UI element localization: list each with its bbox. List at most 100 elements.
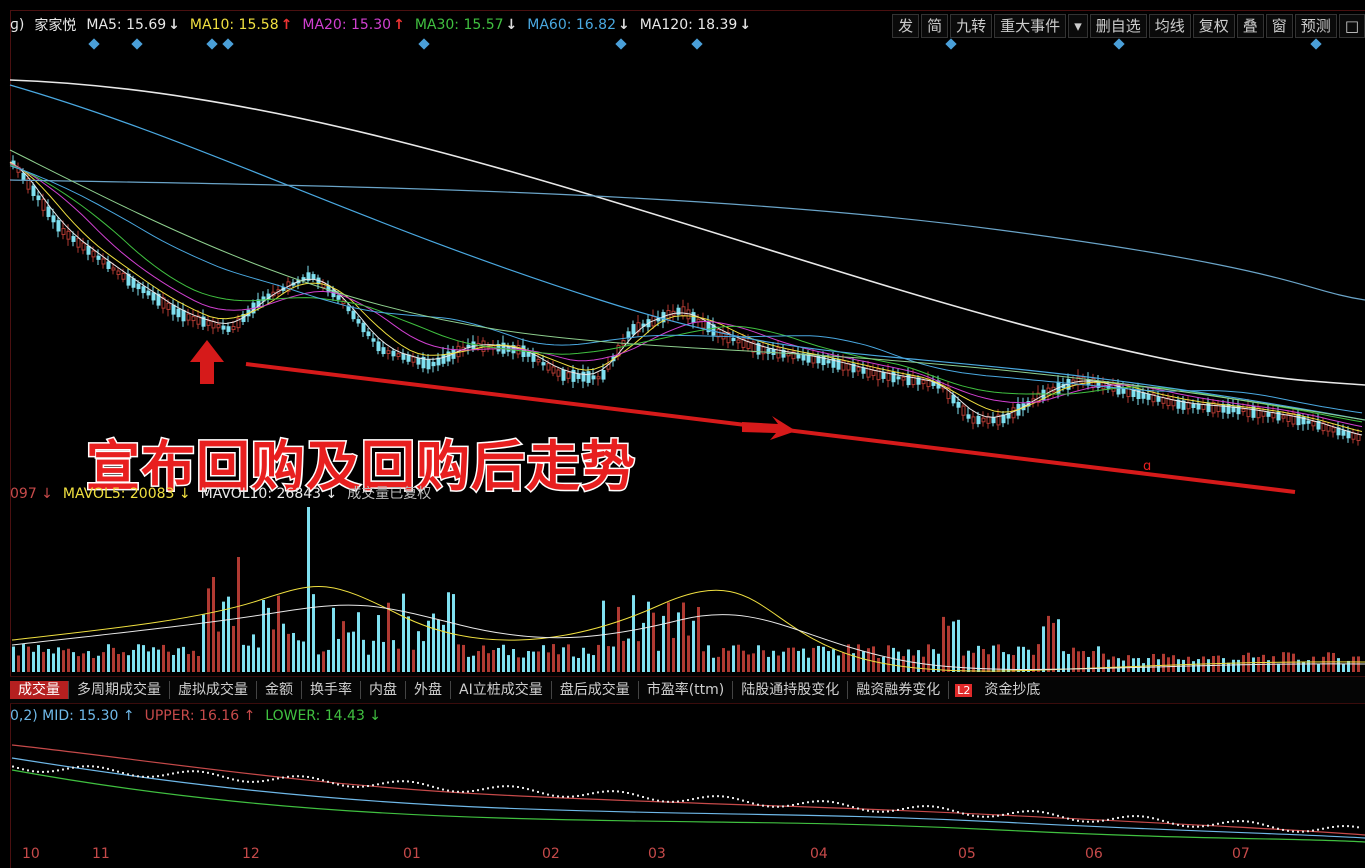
x-tick-label: 02: [542, 846, 560, 862]
boll-price-dot: [1347, 825, 1349, 828]
volume-bar: [432, 613, 435, 672]
tab-6[interactable]: 外盘: [406, 681, 451, 699]
boll-price-dot: [1172, 822, 1174, 825]
toolbar-button-4[interactable]: ▾: [1068, 14, 1088, 38]
toolbar-button-8[interactable]: 叠: [1236, 14, 1264, 38]
tab-3[interactable]: 金额: [257, 681, 302, 699]
boll-price-dot: [882, 810, 884, 813]
toolbar-button-2[interactable]: 九转: [950, 14, 993, 38]
volume-bar: [1167, 657, 1170, 672]
boll-price-dot: [867, 809, 869, 812]
boll-price-dot: [637, 794, 639, 797]
x-axis: 10 11 12 01 02 03 04 05 06 07: [10, 846, 1365, 866]
candle-body: [1261, 410, 1266, 417]
candle-body: [176, 308, 181, 318]
tab-8[interactable]: 盘后成交量: [552, 681, 639, 699]
volume-bar: [297, 640, 300, 672]
tab-4[interactable]: 换手率: [302, 681, 361, 699]
volume-bar: [42, 651, 45, 672]
tab-0[interactable]: 成交量: [10, 681, 69, 699]
volume-legend-item: MAVOL10: 26843 ↓: [200, 486, 338, 502]
boll-price-dot: [1047, 812, 1049, 815]
boll-price-dot: [512, 785, 514, 788]
candle-body: [631, 324, 636, 335]
boll-price-dot: [542, 792, 544, 795]
volume-bar: [1057, 619, 1060, 672]
volume-bar: [72, 652, 75, 672]
volume-bar: [32, 651, 35, 672]
boll-price-dot: [387, 781, 389, 784]
candle-body: [976, 415, 981, 425]
candle-body: [951, 394, 956, 404]
boll-price-dot: [1167, 821, 1169, 824]
candle-body: [691, 312, 696, 323]
volume-bar: [237, 557, 240, 672]
tab-1[interactable]: 多周期成交量: [69, 681, 170, 699]
boll-price-dot: [92, 765, 94, 768]
chart-border: [10, 10, 1365, 868]
candle-body: [896, 376, 901, 380]
volume-bar: [12, 646, 15, 672]
volume-bar: [262, 600, 265, 672]
candle-body: [1211, 401, 1216, 414]
toolbar-button-3[interactable]: 重大事件: [994, 14, 1067, 38]
volume-bar: [1032, 654, 1035, 672]
candle-body: [911, 375, 916, 386]
boll-price-dot: [897, 808, 899, 811]
ma-legend-ma20: MA20: 15.30 ↑: [302, 17, 405, 33]
tab-11[interactable]: 融资融券变化: [848, 681, 950, 699]
volume-bar: [587, 653, 590, 672]
boll-price-dot: [1337, 825, 1339, 828]
volume-bar: [467, 656, 470, 672]
volume-bar: [367, 654, 370, 672]
volume-bar: [1097, 646, 1100, 672]
toolbar-button-10[interactable]: 预测: [1294, 14, 1337, 38]
volume-bar: [482, 645, 485, 672]
toolbar-button-9[interactable]: 窗: [1265, 14, 1293, 38]
x-tick-label: 05: [958, 846, 976, 862]
x-tick-label: 04: [810, 846, 828, 862]
tab-10[interactable]: 陆股通持股变化: [733, 681, 849, 699]
x-tick-label: 07: [1232, 846, 1250, 862]
boll-price-dot: [407, 780, 409, 783]
candle-body: [1141, 392, 1146, 399]
boll-price-dot: [937, 806, 939, 809]
toolbar-button-7[interactable]: 复权: [1192, 14, 1235, 38]
boll-price-dot: [782, 805, 784, 808]
tab-capital-bottom[interactable]: 资金抄底: [984, 682, 1041, 698]
volume-bar: [17, 655, 20, 672]
candle-body: [186, 313, 191, 321]
tab-7[interactable]: AI立桩成交量: [451, 681, 552, 699]
boll-legend-item: UPPER: 16.16 ↑: [144, 708, 256, 724]
tab-2[interactable]: 虚拟成交量: [170, 681, 257, 699]
boll-price-dot: [272, 778, 274, 781]
candle-body: [636, 322, 641, 333]
toolbar-button-5[interactable]: 删自选: [1089, 14, 1147, 38]
boll-price-dot: [922, 805, 924, 808]
boll-price-dot: [917, 805, 919, 808]
ma120-line: [9, 79, 1365, 386]
volume-bar: [552, 644, 555, 672]
volume-bar: [682, 602, 685, 672]
toolbar-button-11[interactable]: □: [1338, 14, 1365, 38]
boll-price-dot: [372, 784, 374, 787]
tab-5[interactable]: 内盘: [361, 681, 406, 699]
candle-body: [226, 326, 231, 332]
volume-bar: [242, 644, 245, 672]
mavol10-line: [11, 604, 1365, 671]
toolbar-button-0[interactable]: 发: [892, 14, 920, 38]
boll-price-dot: [647, 797, 649, 800]
tab-9[interactable]: 市盈率(ttm): [639, 681, 734, 699]
toolbar-button-6[interactable]: 均线: [1148, 14, 1191, 38]
toolbar-button-1[interactable]: 简: [921, 14, 949, 38]
boll-price-dot: [1182, 824, 1184, 827]
volume-bar: [532, 651, 535, 672]
boll-price-dot: [202, 770, 204, 773]
boll-price-dot: [47, 770, 49, 773]
boll-price-dot: [117, 770, 119, 773]
volume-bar: [577, 657, 580, 672]
volume-bar: [122, 652, 125, 672]
volume-bar: [1192, 661, 1195, 672]
candle-body: [971, 416, 976, 424]
